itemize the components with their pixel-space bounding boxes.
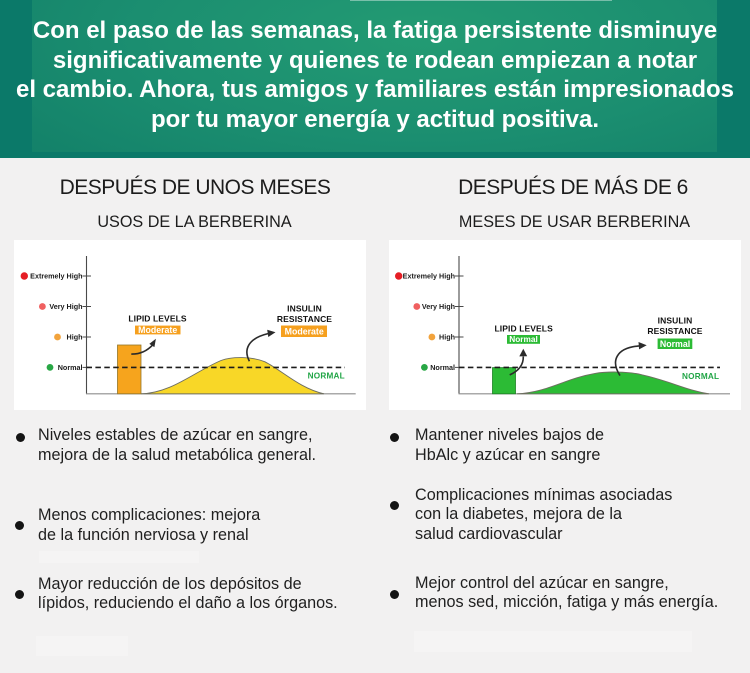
- svg-text:RESISTANCE: RESISTANCE: [277, 314, 332, 324]
- svg-text:Extremely High: Extremely High: [30, 272, 82, 281]
- svg-text:Moderate: Moderate: [138, 325, 177, 335]
- svg-text:Normal: Normal: [660, 339, 690, 349]
- svg-text:INSULIN: INSULIN: [287, 303, 322, 313]
- svg-text:LIPID LEVELS: LIPID LEVELS: [495, 324, 554, 334]
- svg-text:NORMAL: NORMAL: [308, 372, 345, 381]
- svg-text:Very High: Very High: [49, 302, 82, 311]
- svg-text:Very High: Very High: [422, 302, 455, 311]
- svg-text:Extremely High: Extremely High: [403, 272, 455, 281]
- svg-text:Moderate: Moderate: [285, 327, 324, 337]
- svg-text:Normal: Normal: [509, 334, 538, 344]
- svg-text:High: High: [439, 333, 455, 342]
- svg-text:RESISTANCE: RESISTANCE: [647, 326, 702, 336]
- svg-text:INSULIN: INSULIN: [658, 316, 693, 326]
- svg-text:High: High: [67, 333, 83, 342]
- svg-text:Normal: Normal: [430, 363, 455, 372]
- svg-text:Normal: Normal: [58, 363, 83, 372]
- svg-text:LIPID LEVELS: LIPID LEVELS: [128, 313, 187, 323]
- svg-text:NORMAL: NORMAL: [682, 372, 719, 381]
